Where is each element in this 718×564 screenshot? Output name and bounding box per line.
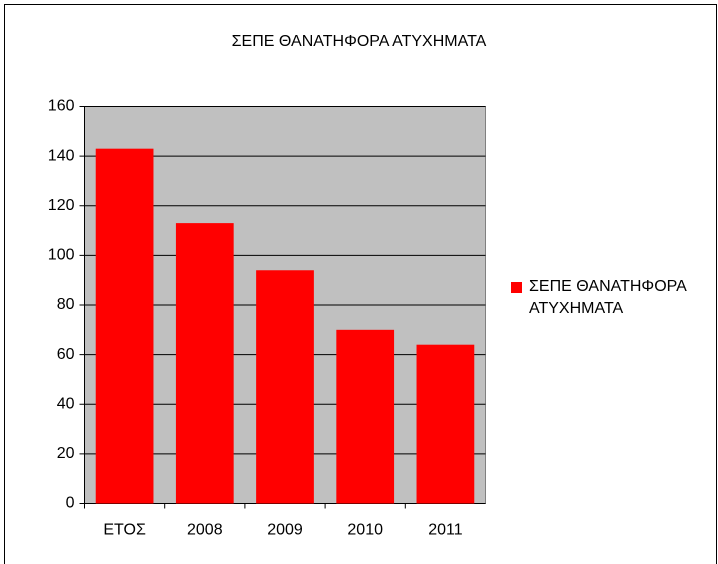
y-tick-label: 80	[57, 296, 75, 313]
y-tick-label: 160	[48, 98, 75, 115]
y-tick-label: 140	[48, 147, 75, 164]
x-tick-label: 2011	[428, 522, 463, 539]
y-tick-label: 120	[48, 197, 75, 214]
legend-label: ΣΕΠΕ ΘΑΝΑΤΗΦΟΡΑ ΑΤΥΧΗΜΑΤΑ	[529, 278, 686, 317]
y-tick-label: 40	[57, 395, 75, 412]
y-tick-label: 60	[57, 346, 75, 363]
bar	[95, 148, 154, 504]
y-tick-label: 0	[66, 495, 75, 512]
x-tick-label: ΕΤΟΣ	[103, 522, 146, 539]
legend: ΣΕΠΕ ΘΑΝΑΤΗΦΟΡΑ ΑΤΥΧΗΜΑΤΑ	[511, 276, 711, 320]
chart-title: ΣΕΠΕ ΘΑΝΑΤΗΦΟΡΑ ΑΤΥΧΗΜΑΤΑ	[232, 33, 487, 50]
x-tick-label: 2009	[267, 522, 303, 539]
y-tick-label: 100	[48, 247, 75, 264]
y-tick-label: 20	[57, 445, 75, 462]
bar	[256, 270, 314, 504]
bar	[336, 329, 395, 504]
bar	[416, 344, 475, 504]
bar	[175, 223, 234, 504]
legend-swatch	[511, 282, 522, 293]
x-tick-label: 2008	[187, 522, 223, 539]
x-tick-label: 2010	[347, 522, 383, 539]
